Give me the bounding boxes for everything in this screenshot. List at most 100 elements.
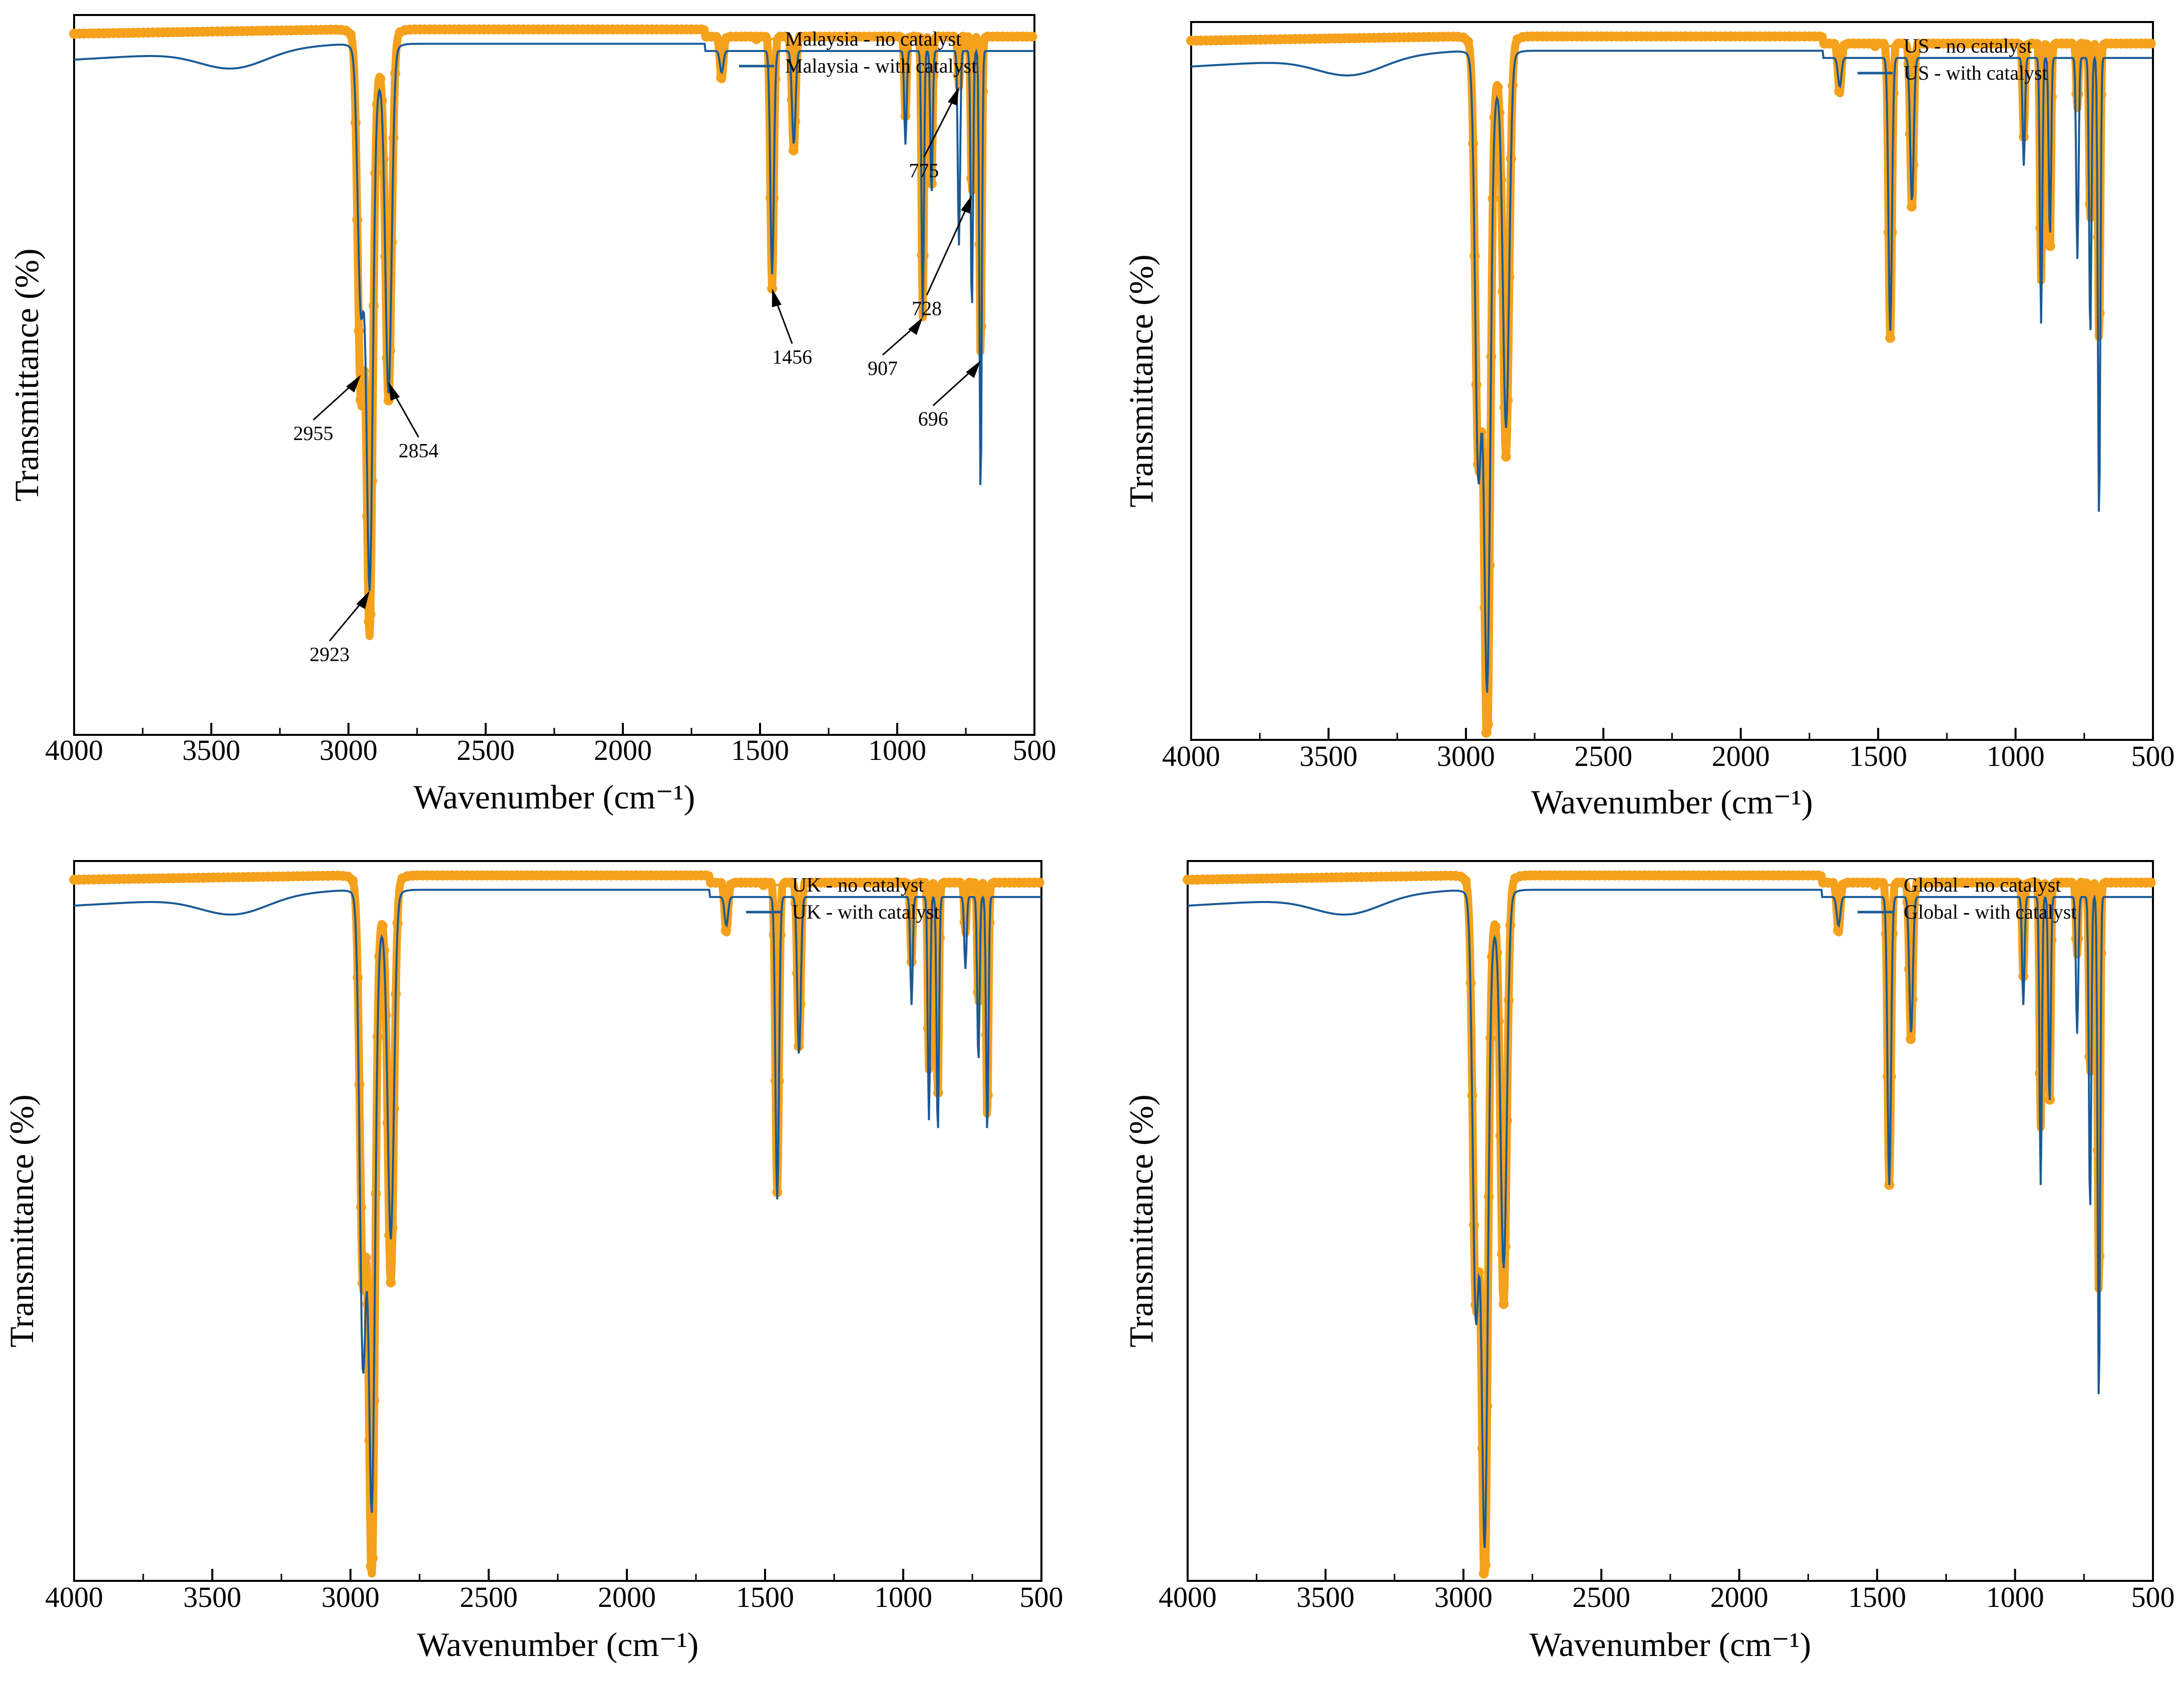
x-tick-label: 1500 — [736, 1581, 794, 1613]
x-tick-label: 1000 — [874, 1581, 932, 1613]
x-tick-label: 4000 — [1162, 740, 1220, 772]
data-point-no-catalyst — [1461, 876, 1471, 886]
annotation-arrowhead — [356, 591, 370, 609]
x-axis-tick-labels: 4000 3500 3000 2500 2000 1500 1000 500 — [1159, 1581, 2175, 1613]
spectra — [69, 870, 1044, 1578]
legend-label-no-catalyst: Global - no catalyst — [1904, 874, 2061, 896]
legend: UK - no catalyst UK - with catalyst — [746, 874, 939, 923]
data-point-no-catalyst — [1027, 32, 1037, 42]
legend-marker-no-catalyst — [1870, 880, 1880, 890]
data-point-no-catalyst — [365, 609, 376, 620]
y-axis-title: Transmittance (%) — [3, 1094, 41, 1347]
data-point-no-catalyst — [386, 1277, 396, 1288]
x-axis-title: Wavenumber (cm⁻¹) — [1530, 1625, 1811, 1663]
data-point-no-catalyst — [2031, 878, 2042, 889]
x-tick-label: 3000 — [1437, 740, 1495, 772]
x-axis-title: Wavenumber (cm⁻¹) — [417, 1625, 698, 1663]
data-point-no-catalyst — [378, 921, 388, 931]
data-point-no-catalyst — [358, 366, 369, 376]
data-point-no-catalyst — [788, 145, 799, 156]
x-tick-label: 500 — [2131, 1581, 2175, 1613]
plot-frame — [1187, 860, 2154, 1582]
data-point-no-catalyst — [700, 870, 711, 881]
data-point-no-catalyst — [1463, 37, 1474, 47]
data-point-no-catalyst — [1490, 922, 1501, 932]
data-point-no-catalyst — [1479, 1568, 1489, 1579]
data-point-no-catalyst — [2066, 39, 2077, 49]
data-point-no-catalyst — [1034, 878, 1044, 888]
y-axis-title: Transmittance (%) — [8, 248, 46, 501]
legend-marker-no-catalyst — [752, 34, 762, 44]
data-point-no-catalyst — [780, 32, 791, 42]
peak-label: 696 — [918, 407, 948, 430]
peak-label: 775 — [909, 159, 939, 182]
annotation-arrowhead — [947, 87, 959, 106]
data-point-no-catalyst — [366, 1561, 376, 1572]
x-axis-title: Wavenumber (cm⁻¹) — [1531, 783, 1812, 821]
data-point-no-catalyst — [1834, 86, 1845, 97]
series-with-catalyst — [74, 43, 1034, 591]
x-tick-label: 3000 — [1434, 1581, 1493, 1613]
legend-label-with-catalyst: Global - with catalyst — [1904, 901, 2076, 923]
x-tick-label: 4000 — [45, 1581, 103, 1613]
peak-label: 1456 — [772, 345, 812, 368]
x-tick-label: 2000 — [1710, 1581, 1768, 1613]
x-axis-tick-labels: 4000 3500 3000 2500 2000 1500 1000 500 — [1162, 740, 2175, 772]
x-tick-label: 2000 — [1712, 740, 1770, 772]
data-point-no-catalyst — [2011, 878, 2022, 888]
x-axis-tick-labels: 4000 3500 3000 2500 2000 1500 1000 500 — [45, 734, 1056, 766]
x-tick-label: 1000 — [868, 734, 926, 766]
data-point-no-catalyst — [1813, 870, 1824, 881]
legend-label-with-catalyst: UK - with catalyst — [792, 901, 939, 923]
data-point-no-catalyst — [1898, 39, 1909, 49]
data-point-no-catalyst — [1474, 1267, 1484, 1278]
data-point-no-catalyst — [1907, 201, 1917, 212]
panel-malaysia: 4000 3500 3000 2500 2000 1500 1000 500 Wavenumb… — [8, 14, 1056, 816]
data-point-no-catalyst — [894, 32, 904, 42]
data-point-no-catalyst — [2145, 878, 2156, 888]
data-point-no-catalyst — [2081, 39, 2092, 50]
data-point-no-catalyst — [1829, 39, 1840, 49]
y-axis-title: Transmittance (%) — [1122, 1094, 1160, 1347]
plot-frame — [1190, 21, 2154, 741]
annotation-arrowhead — [966, 360, 981, 378]
data-point-no-catalyst — [948, 32, 958, 42]
data-point-no-catalyst — [353, 326, 364, 336]
x-tick-label: 2500 — [1572, 1581, 1630, 1613]
data-point-no-catalyst — [2032, 39, 2042, 49]
annotation-arrow — [926, 201, 970, 296]
data-point-no-catalyst — [2066, 878, 2076, 888]
data-point-no-catalyst — [900, 878, 910, 888]
x-tick-label: 2500 — [460, 1581, 518, 1613]
series-line-no-catalyst — [71, 871, 1044, 1578]
legend-label-no-catalyst: UK - no catalyst — [792, 874, 924, 896]
annotation-arrowhead — [346, 375, 361, 392]
peak-annotations: 2955 2923 2854 1456 907 775 728 696 — [293, 87, 981, 665]
data-point-no-catalyst — [1501, 452, 1511, 462]
series-no-catalyst — [1186, 31, 2156, 738]
data-point-no-catalyst — [923, 37, 934, 47]
x-tick-label: 500 — [1013, 734, 1056, 766]
data-point-no-catalyst — [716, 73, 726, 83]
annotation-arrowhead — [908, 317, 923, 335]
data-point-no-catalyst — [767, 283, 778, 294]
x-tick-label: 500 — [2131, 740, 2175, 772]
x-tick-label: 4000 — [45, 734, 103, 766]
x-tick-label: 1000 — [1986, 1581, 2044, 1613]
series-no-catalyst — [69, 24, 1037, 640]
panel-global: 4000 3500 3000 2500 2000 1500 1000 500 Wavenumb… — [1122, 860, 2175, 1663]
y-axis-title: Transmittance (%) — [1122, 254, 1160, 507]
x-tick-label: 3000 — [321, 1581, 380, 1613]
legend-label-with-catalyst: US - with catalyst — [1904, 62, 2048, 84]
series-line-no-catalyst — [1184, 871, 2156, 1578]
data-point-no-catalyst — [2081, 878, 2091, 889]
data-point-no-catalyst — [929, 885, 940, 896]
x-axis-ticks — [1187, 1569, 2154, 1581]
annotation-arrowhead — [961, 195, 972, 214]
annotation-arrowhead — [389, 382, 400, 401]
data-point-no-catalyst — [913, 32, 924, 43]
data-point-no-catalyst — [715, 878, 726, 888]
series-no-catalyst — [1183, 870, 2156, 1579]
panel-uk: 4000 3500 3000 2500 2000 1500 1000 500 Wavenumb… — [3, 860, 1063, 1663]
